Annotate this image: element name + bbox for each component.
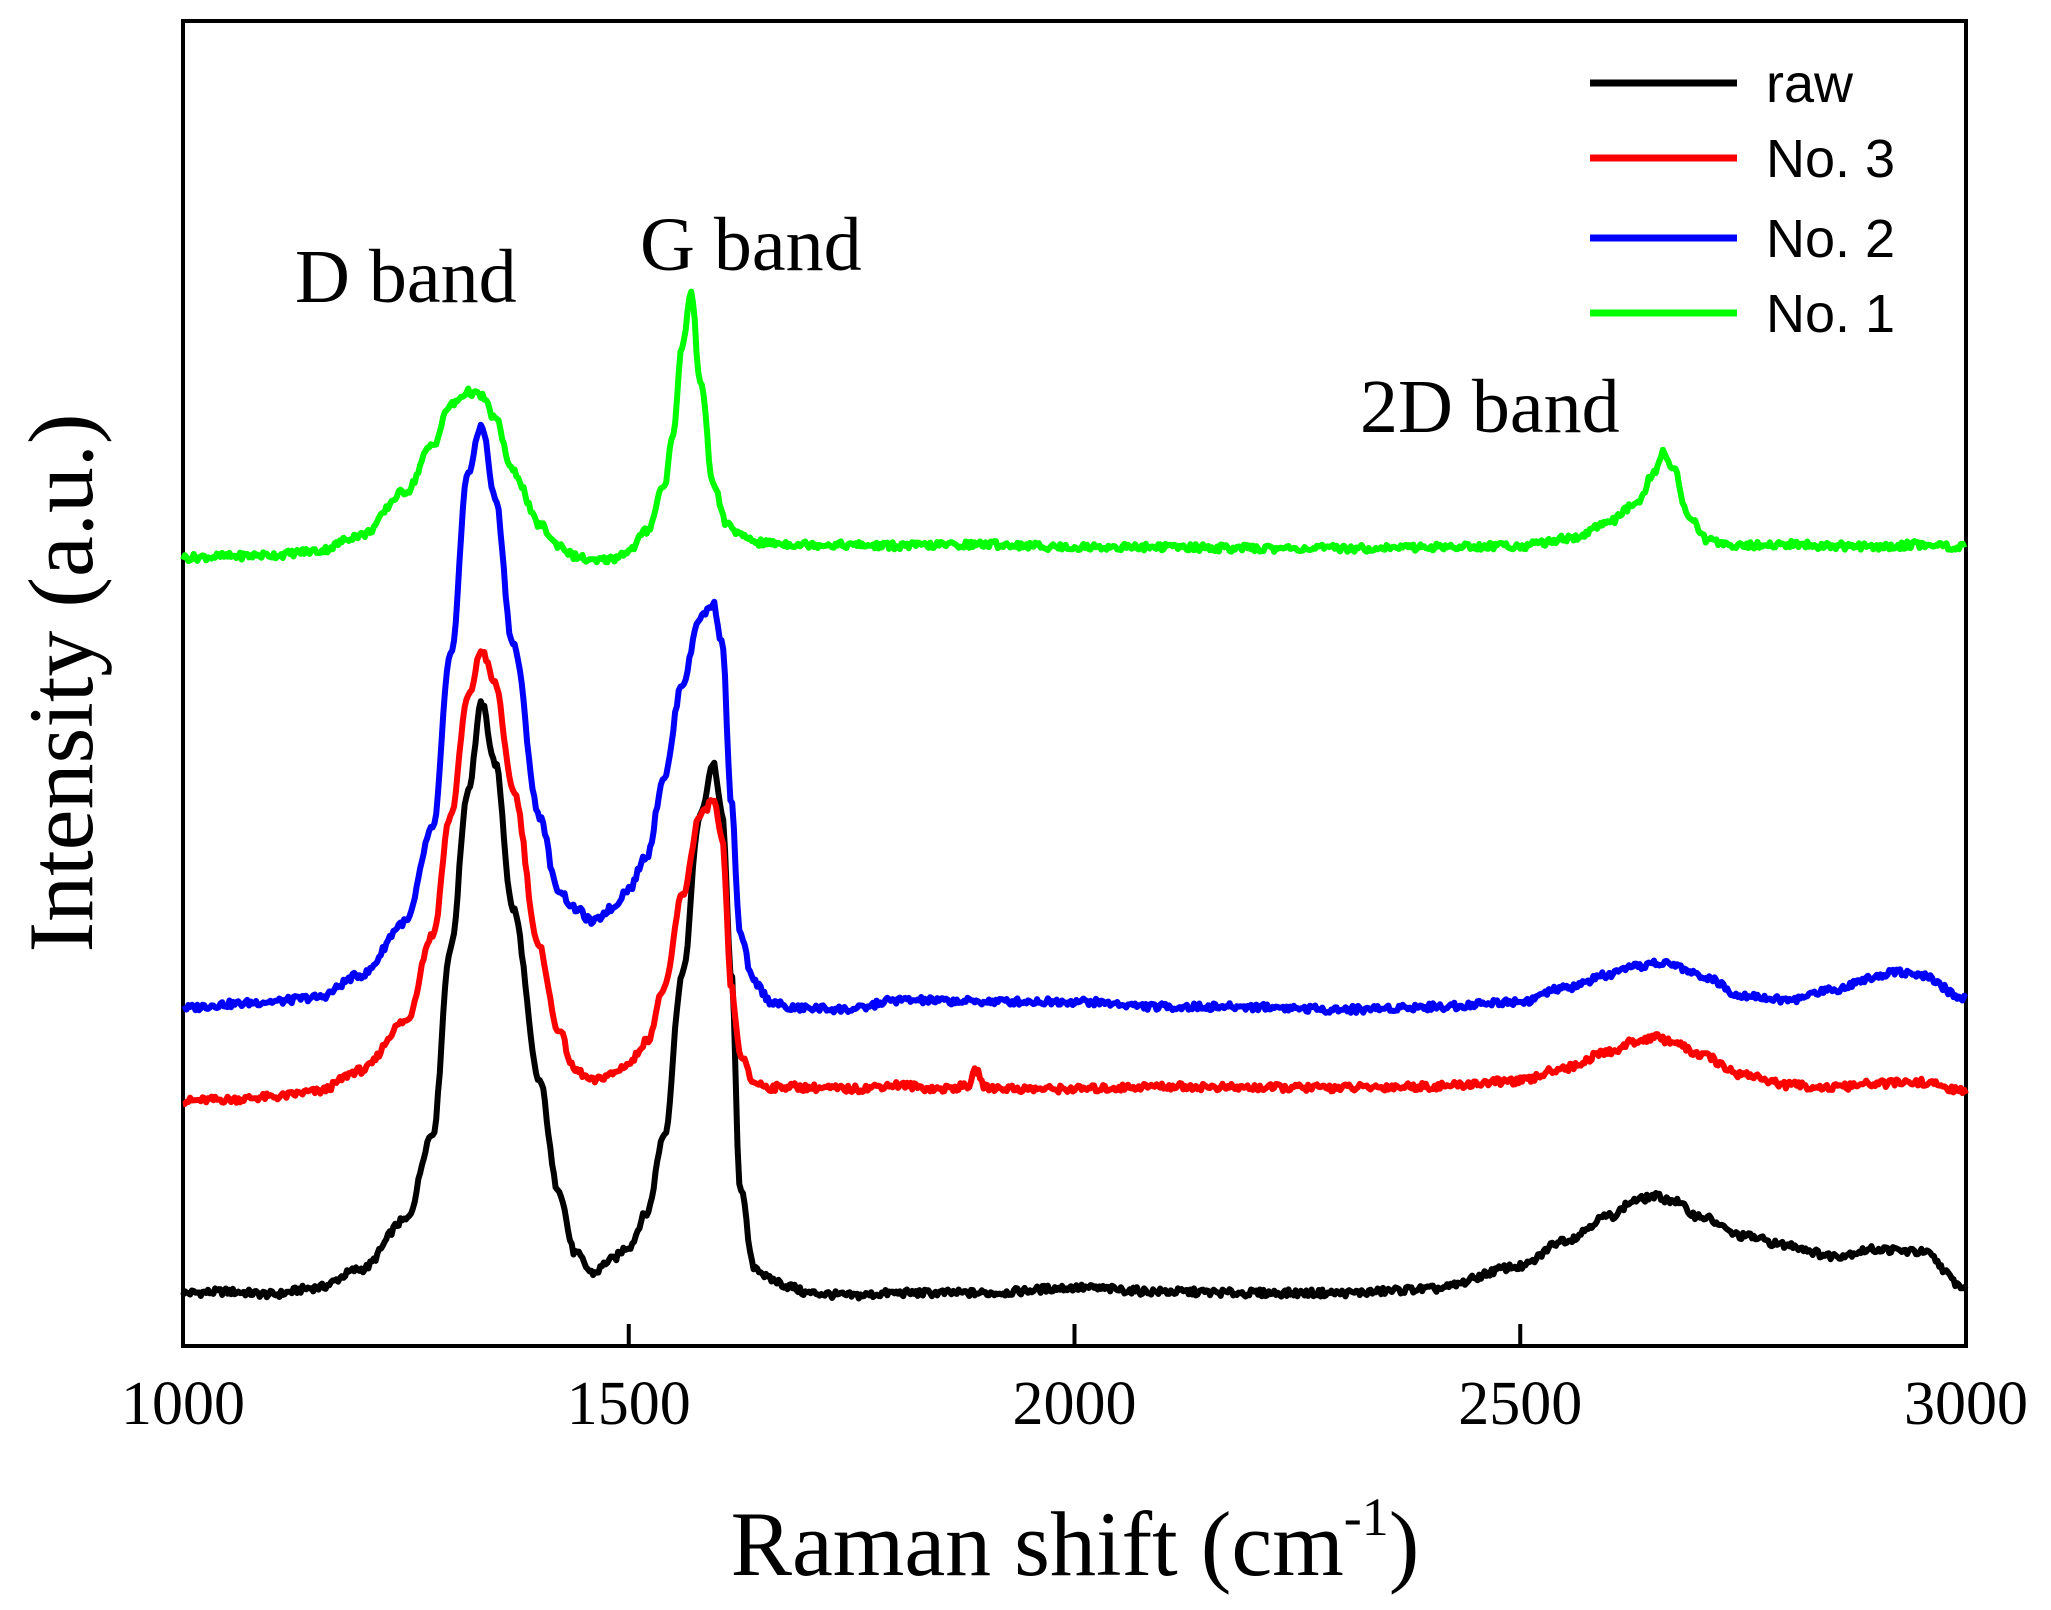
annotation-d-band: D band <box>295 235 517 319</box>
x-axis-label: Raman shift (cm-1) <box>731 1487 1420 1595</box>
legend-label-no3: No. 3 <box>1766 129 1895 189</box>
plot-frame <box>181 19 1968 1348</box>
legend: raw No. 3 No. 2 No. 1 <box>1590 54 1895 344</box>
series-line-no3 <box>181 648 1969 1108</box>
x-axis-ticks: 1000 1500 2000 2500 3000 <box>121 1324 2028 1438</box>
x-axis-label-sup: -1 <box>1344 1487 1389 1547</box>
x-axis-label-close: ) <box>1389 1493 1420 1595</box>
series-line-no1 <box>180 288 1968 566</box>
series-line-raw <box>180 698 1969 1302</box>
x-tick-label: 1500 <box>567 1370 691 1438</box>
annotation-2d-band: 2D band <box>1360 365 1620 449</box>
legend-label-no1: No. 1 <box>1766 284 1895 344</box>
x-tick-label: 3000 <box>1904 1370 2028 1438</box>
annotation-g-band: G band <box>640 203 862 287</box>
x-tick-label: 2000 <box>1013 1370 1137 1438</box>
x-tick-label: 1000 <box>121 1370 245 1438</box>
y-axis-label: Intensity (a.u.) <box>10 413 112 952</box>
legend-label-no2: No. 2 <box>1766 209 1895 269</box>
x-tick-label: 2500 <box>1458 1370 1582 1438</box>
x-axis-label-main: Raman shift (cm <box>731 1493 1344 1595</box>
series-layer <box>180 288 1969 1302</box>
legend-label-raw: raw <box>1766 54 1854 114</box>
series-line-no2 <box>181 421 1969 1016</box>
